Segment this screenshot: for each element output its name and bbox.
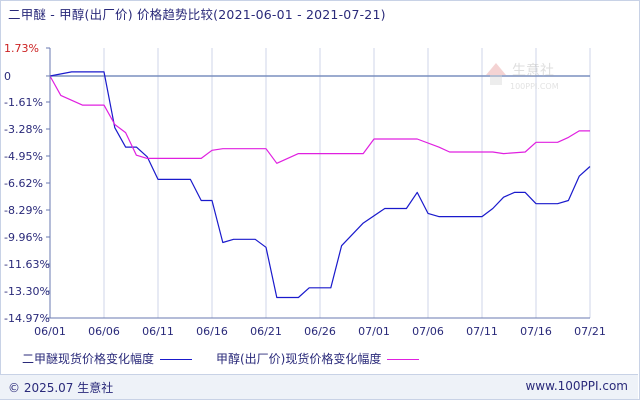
x-tick-label: 06/16 [196,325,228,338]
footer-bar: © 2025.07 生意社 www.100PPI.com [0,374,638,399]
y-tick-label: -4.95% [4,150,43,163]
axes [46,47,590,319]
legend-series-2: 甲醇(出厂价)现货价格变化幅度 [216,350,420,367]
tick-labels: 06/01 06/06 06/11 06/16 06/21 06/26 07/01 07/06… [4,42,606,338]
y-tick-label: -14.97% [4,312,50,325]
y-tick-label: -3.28% [4,123,43,136]
x-tick-label: 06/21 [250,325,282,338]
watermark-brand: 生意社 [512,62,554,79]
x-tick-label: 07/06 [412,325,444,338]
y-tick-label: -6.62% [4,177,43,190]
x-tick-label: 06/11 [142,325,174,338]
logo-house-icon [490,75,502,85]
chart-title: 二甲醚 - 甲醇(出厂价) 价格趋势比较(2021-06-01 - 2021-0… [8,7,386,22]
y-tick-label: -13.30% [4,285,50,298]
legend-series-1: 二甲醚现货价格变化幅度 [22,350,193,367]
y-tick-label: -9.96% [4,231,43,244]
y-tick-label: -1.61% [4,96,43,109]
x-tick-label: 06/06 [88,325,120,338]
copyright-text: © 2025.07 生意社 [8,381,114,395]
x-tick-label: 06/26 [304,325,336,338]
y-tick-label: -11.63% [4,258,50,271]
y-tick-label: 0 [4,70,11,83]
logo-roof-icon [486,63,506,75]
series-line-2 [49,75,590,164]
y-tick-label: 1.73% [4,42,39,55]
watermark-logo: 生意社 100PPI.COM [486,62,559,91]
y-tick-label: -8.29% [4,204,43,217]
website-link[interactable]: www.100PPI.com [525,379,628,393]
x-tick-label: 06/01 [34,325,66,338]
series-line-1 [49,71,591,299]
legend-label-series-2: 甲醇(出厂价)现货价格变化幅度 [216,352,382,366]
x-tick-label: 07/01 [358,325,390,338]
x-tick-label: 07/11 [466,325,498,338]
watermark-url: 100PPI.COM [510,82,559,91]
x-tick-label: 07/16 [520,325,552,338]
series-lines [49,71,591,299]
legend-swatch-series-2 [387,359,420,360]
legend-label-series-1: 二甲醚现货价格变化幅度 [22,352,155,366]
legend-swatch-series-1 [160,359,193,360]
grid [50,48,591,318]
x-tick-label: 07/21 [574,325,606,338]
